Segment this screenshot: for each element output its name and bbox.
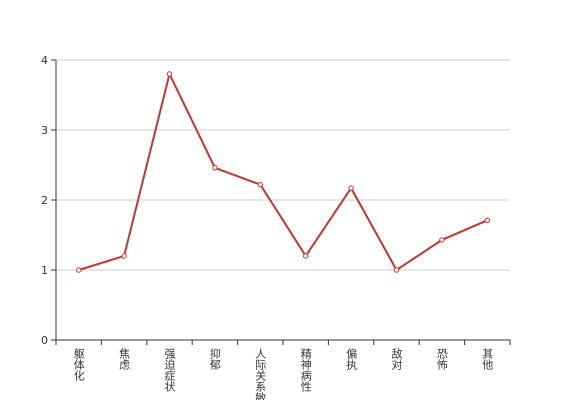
y-tick-label: 1 [41, 264, 48, 277]
line [78, 71, 488, 272]
point [121, 253, 127, 259]
point [393, 267, 400, 273]
point [257, 181, 263, 188]
point [303, 253, 309, 259]
point [348, 185, 354, 191]
x-tick-label: 强迫症状 [163, 348, 176, 392]
point [439, 237, 445, 243]
point [484, 217, 490, 224]
x-tick-label: 躯体化 [72, 348, 85, 382]
x-tick-label: 其他 [481, 348, 494, 370]
x-tick-label: 抑郁 [208, 347, 221, 370]
point [76, 267, 82, 273]
y-tick-label: 3 [41, 124, 48, 137]
y-tick-label: 4 [41, 54, 48, 67]
y-tick-label: 0 [41, 334, 48, 347]
point [212, 165, 218, 171]
x-tick-label: 人际关系敏感 [254, 348, 267, 400]
point [166, 71, 173, 77]
x-tick-label: 恐怖 [435, 348, 448, 370]
x-tick-label: 精神病性 [299, 348, 312, 393]
x-tick-label: 偏执 [345, 347, 358, 371]
x-tick-label: 敌对 [390, 347, 403, 370]
y-tick-label: 2 [41, 194, 48, 207]
x-tick-label: 焦虑 [118, 348, 131, 370]
